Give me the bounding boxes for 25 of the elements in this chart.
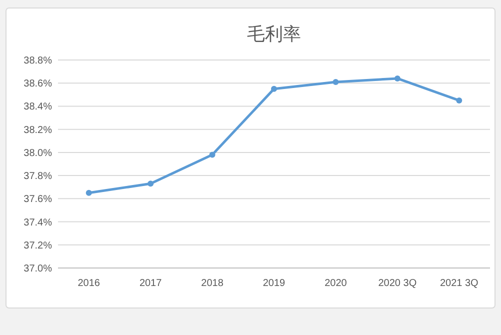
- x-tick-label: 2016: [78, 278, 100, 289]
- y-tick-label: 38.0%: [24, 148, 52, 159]
- point: [271, 86, 277, 92]
- point: [394, 75, 400, 82]
- y-tick-label: 38.6%: [24, 78, 52, 90]
- y-tick-label: 37.6%: [24, 194, 52, 206]
- x-tick-label: 2019: [262, 278, 286, 289]
- x-tick-label: 2021 3Q: [440, 278, 479, 289]
- point: [209, 152, 216, 158]
- point: [148, 180, 154, 187]
- point: [332, 78, 339, 85]
- x-tick-label: 2020: [324, 278, 348, 289]
- point: [86, 190, 92, 196]
- y-tick-label: 38.2%: [24, 124, 52, 136]
- y-tick-label: 37.8%: [24, 171, 52, 182]
- y-tick-label: 37.0%: [24, 264, 52, 274]
- y-tick-label: 37.4%: [24, 217, 52, 228]
- x-tick-label: 2017: [139, 278, 162, 289]
- y-tick-label: 37.2%: [24, 240, 52, 252]
- x-tick-label: 2018: [201, 278, 224, 289]
- x-tick-label: 2020 3Q: [378, 278, 417, 289]
- chart-title: 毛利率: [247, 24, 301, 44]
- y-tick-label: 38.4%: [24, 102, 52, 113]
- y-tick-label: 38.8%: [24, 56, 52, 66]
- point: [456, 97, 462, 104]
